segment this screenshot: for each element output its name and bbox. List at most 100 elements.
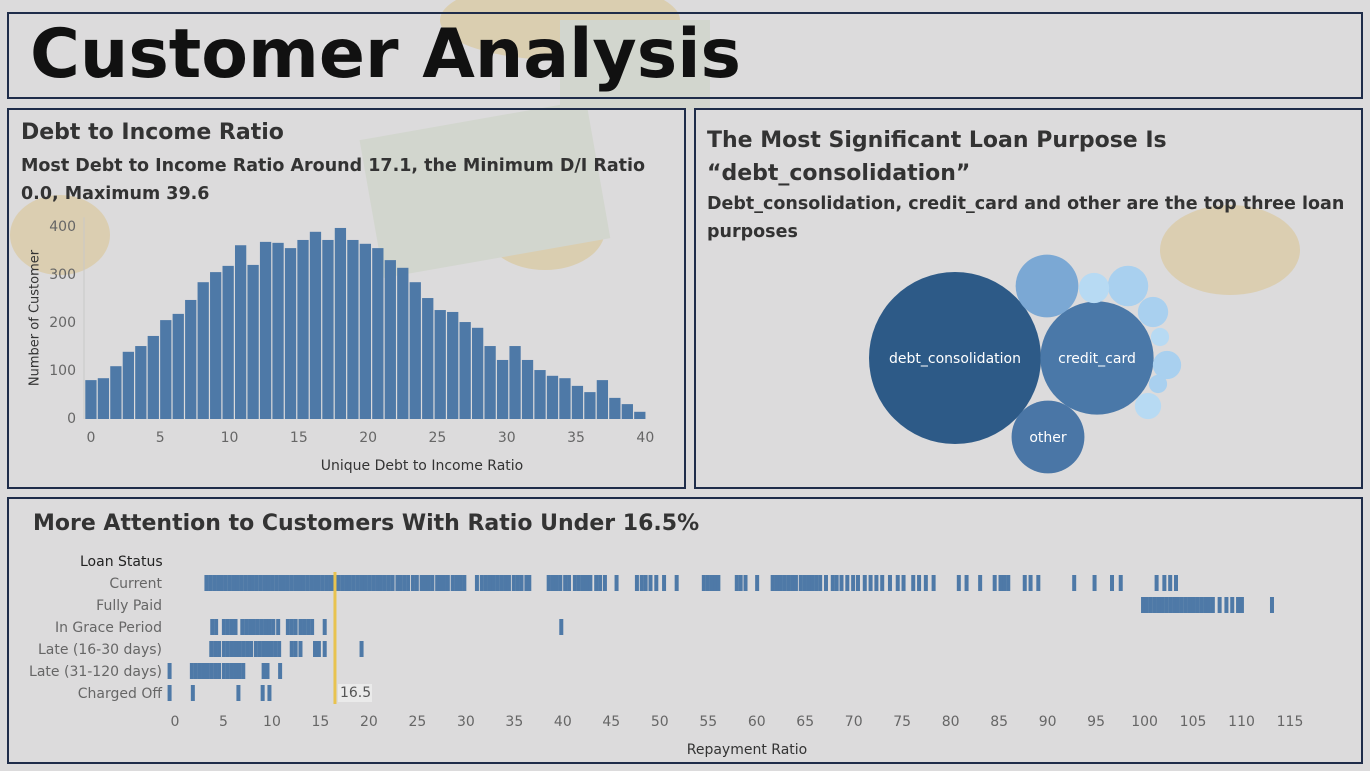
x-tick-label: 15 [312,714,330,730]
strip-mark [289,575,294,591]
strip-mark [244,619,249,635]
strip-mark [281,575,286,591]
row-label: Fully Paid [96,598,162,614]
strip-mark [261,641,266,657]
strip-mark [197,663,202,679]
strip-mark [923,575,928,591]
strip-mark [212,575,217,591]
strip-mark [709,575,714,591]
strip-mark [406,575,411,591]
strip-mark [868,575,873,591]
strip-mark [992,575,997,591]
strip-mark [422,575,427,591]
strip-mark [1187,597,1192,613]
strip-mark [895,575,900,591]
x-tick-label: 10 [221,430,239,446]
strip-mark [221,619,226,635]
y-axis-title: Number of Customer [28,249,43,386]
strip-mark [257,641,262,657]
strip-mark [563,575,568,591]
strip-mark [580,575,585,591]
bar [222,265,234,419]
y-tick-label: 100 [49,363,76,379]
bar [309,231,322,419]
strip-mark [208,575,213,591]
strip-mark [324,575,329,591]
row-label: Current [109,576,162,592]
x-tick-label: 110 [1228,714,1255,730]
strip-mark [639,575,644,591]
strip-mark [1195,597,1200,613]
strip-mark [205,663,210,679]
strip-mark [239,575,244,591]
strip-mark [778,575,783,591]
strip-mark [474,575,479,591]
strip-mark [674,575,679,591]
reference-label-box [337,684,372,702]
strip-mark [233,641,238,657]
strip-mark [602,575,607,591]
strip-mark [289,619,294,635]
strip-mark [458,575,463,591]
strip-mark [576,575,581,591]
strip-mark [499,575,504,591]
strip-mark [219,575,224,591]
strip-mark [839,575,844,591]
strip-mark [313,575,318,591]
strip-mark [1022,575,1027,591]
strip-mark [223,575,228,591]
strip-mark [261,663,266,679]
bar [210,272,222,419]
bar [197,282,209,419]
strip-mark [506,575,511,591]
banknotes [359,100,611,279]
strip-mark [254,575,259,591]
strip-mark [313,641,318,657]
chart-title: Debt to Income Ratio [21,120,284,145]
bar [185,299,197,419]
bubble [1078,272,1110,304]
strip-mark [1006,575,1011,591]
strip-mark [293,641,298,657]
strip-mark [1110,575,1115,591]
strip-mark [643,575,648,591]
row-header: Loan Status [80,554,163,570]
strip-mark [167,685,172,701]
strip-mark [1175,597,1180,613]
bubble [1152,350,1182,380]
strip-mark [793,575,798,591]
strip-mark [351,575,356,591]
bubble-label: credit_card [1058,351,1136,367]
bar [247,264,259,419]
reference-label: 16.5 [340,685,371,701]
strip-mark [654,575,659,591]
strip-panel [7,497,1363,764]
strip-mark [755,575,760,591]
strip-mark [285,575,290,591]
x-tick-label: 5 [219,714,228,730]
x-tick-label: 60 [748,714,766,730]
strip-mark [233,663,238,679]
x-tick-label: 40 [554,714,572,730]
bar [609,397,621,419]
bar [621,404,633,419]
strip-mark [378,575,383,591]
strip-mark [1154,575,1159,591]
bar [534,370,546,419]
bar [459,322,471,419]
strip-mark [310,619,315,635]
x-tick-label: 70 [845,714,863,730]
x-tick-label: 100 [1131,714,1158,730]
strip-mark [998,575,1003,591]
strip-mark [491,575,496,591]
strip-mark [359,575,364,591]
strip-mark [263,619,268,635]
strip-mark [701,575,706,591]
strip-mark [297,575,302,591]
bar [122,351,134,419]
strip-mark [189,663,194,679]
strip-mark [375,575,380,591]
strip-mark [445,575,450,591]
strip-mark [594,575,599,591]
strip-mark [558,575,563,591]
